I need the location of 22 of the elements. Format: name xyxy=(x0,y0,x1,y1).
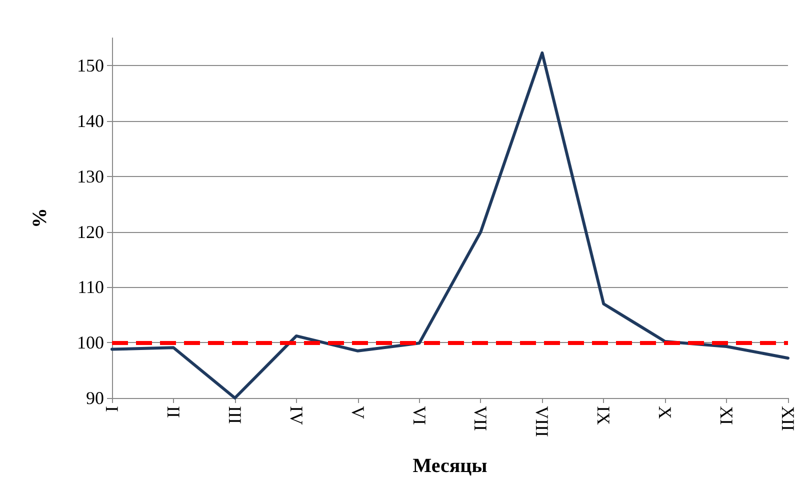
x-tick-label: V xyxy=(348,406,368,419)
y-tick-label: 110 xyxy=(78,277,104,298)
y-tick-label: 100 xyxy=(77,332,104,353)
x-axis-title: Месяцы xyxy=(412,455,488,477)
y-axis-title: % xyxy=(29,208,51,228)
y-tick-label: 150 xyxy=(77,56,104,76)
x-tick-label: IX xyxy=(594,406,614,425)
x-tick-label: VIII xyxy=(532,406,552,437)
x-tick-label: IV xyxy=(286,406,306,425)
y-tick-label: 140 xyxy=(77,111,104,132)
x-tick-label: VI xyxy=(409,406,430,425)
y-tick-label: 90 xyxy=(86,388,104,408)
x-tick-label: VII xyxy=(470,406,491,431)
x-tick-label: I xyxy=(102,406,122,412)
x-tick-label: XII xyxy=(778,406,798,431)
line-series xyxy=(110,51,790,400)
x-tick-label: XI xyxy=(716,406,737,425)
y-tick-label: 120 xyxy=(77,222,104,242)
x-tick-label: III xyxy=(224,406,245,424)
y-tick-label: 130 xyxy=(77,166,104,186)
x-tick-label: II xyxy=(163,406,184,418)
x-tick-label: X xyxy=(655,406,676,419)
